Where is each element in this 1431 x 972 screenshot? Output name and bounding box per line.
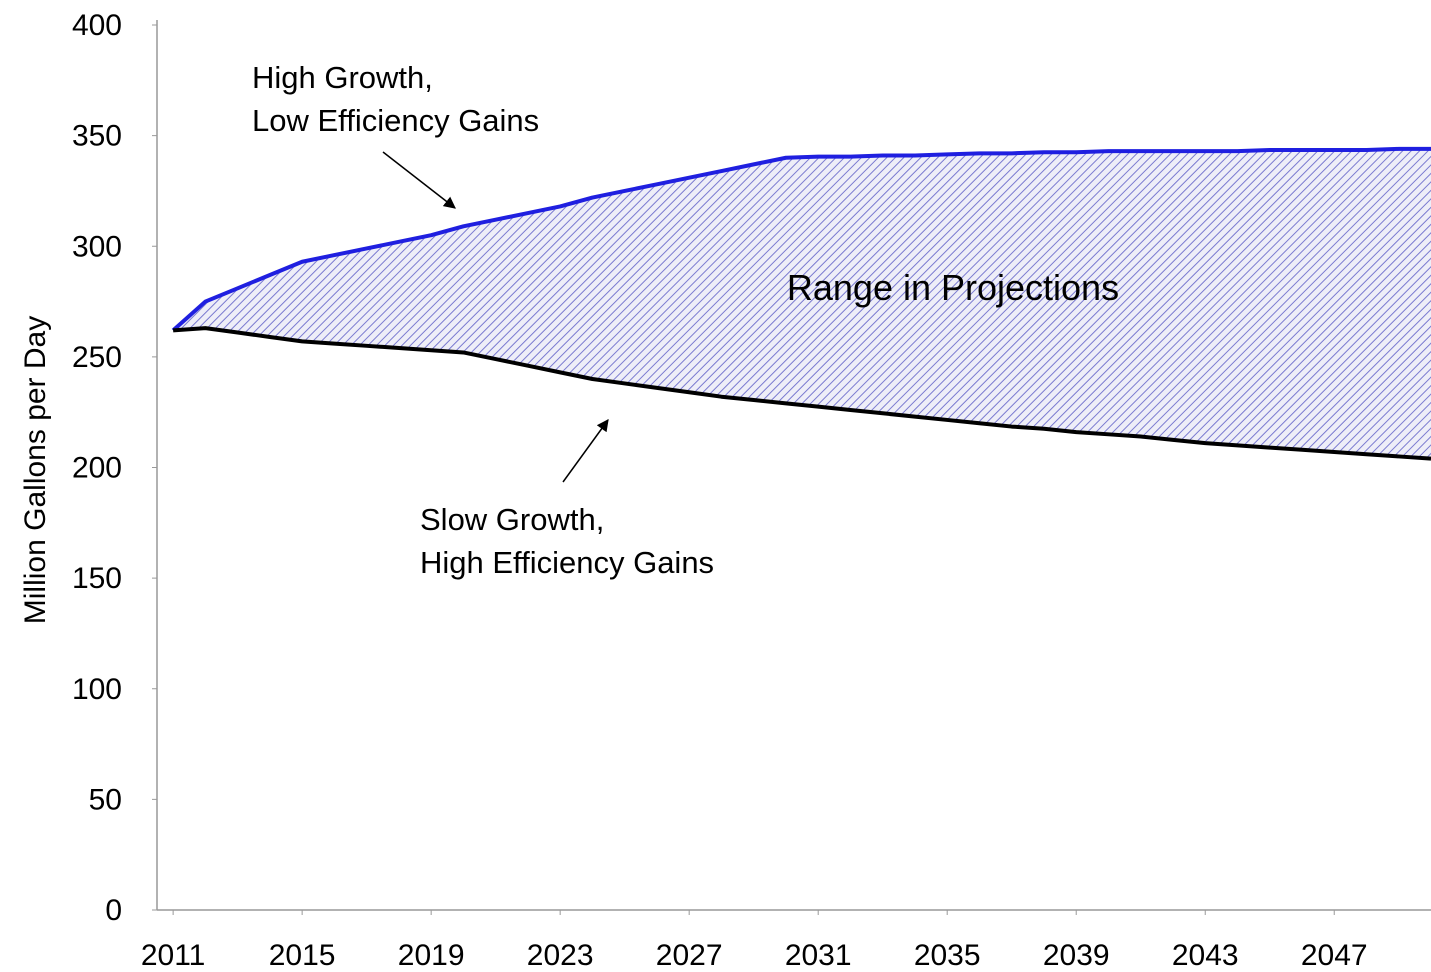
y-tick-label: 50 — [89, 783, 122, 816]
y-tick-label: 350 — [72, 120, 122, 153]
series-line — [171, 146, 1431, 332]
x-tick-label: 2027 — [656, 939, 723, 972]
annotation: High Growth, — [252, 60, 433, 95]
y-tick-label: 300 — [72, 230, 122, 263]
x-tick-label: 2047 — [1301, 939, 1368, 972]
x-tick-label: 2035 — [914, 939, 981, 972]
y-tick-label: 250 — [72, 341, 122, 374]
series-line — [172, 326, 1431, 461]
x-tick-label: 2023 — [527, 939, 594, 972]
range-band — [173, 148, 1431, 459]
x-tick-label: 2011 — [141, 939, 206, 972]
y-tick-label: 100 — [72, 673, 122, 706]
annotation-arrow — [382, 151, 456, 209]
annotation: Range in Projections — [787, 267, 1119, 308]
x-tick-label: 2031 — [785, 939, 852, 972]
y-tick-label: 150 — [72, 562, 122, 595]
x-tick-label: 2039 — [1043, 939, 1110, 972]
annotation: High Efficiency Gains — [420, 545, 714, 580]
y-axis-label: Million Gallons per Day — [19, 316, 52, 624]
y-tick-label: 0 — [105, 894, 122, 927]
x-tick-label: 2015 — [269, 939, 336, 972]
annotation-arrow — [562, 419, 609, 483]
annotation: Low Efficiency Gains — [252, 103, 539, 138]
x-tick-label: 2043 — [1172, 939, 1239, 972]
annotation: Slow Growth, — [420, 502, 604, 537]
y-tick-label: 200 — [72, 452, 122, 485]
y-tick-label: 400 — [72, 9, 122, 42]
x-tick-label: 2019 — [398, 939, 465, 972]
